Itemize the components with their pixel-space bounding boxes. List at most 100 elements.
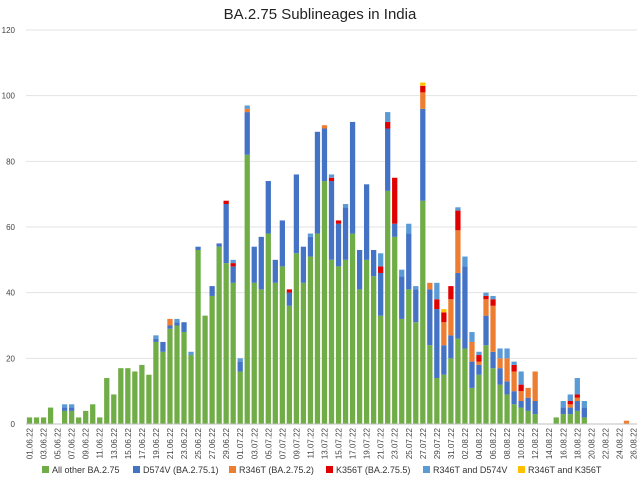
x-tick-label: 25.07.22 bbox=[405, 427, 414, 459]
bar-segment bbox=[455, 210, 461, 231]
bar-segment bbox=[160, 351, 166, 424]
bar-segment bbox=[567, 401, 573, 405]
bar-segment bbox=[314, 131, 321, 234]
bar-segment bbox=[342, 204, 349, 208]
bar-segment bbox=[167, 318, 173, 326]
bar-segment bbox=[518, 407, 524, 424]
bar-segment bbox=[265, 181, 271, 234]
bar-segment bbox=[448, 358, 454, 424]
bar-segment bbox=[532, 371, 538, 402]
bar-segment bbox=[26, 417, 33, 424]
bar-segment bbox=[497, 368, 503, 385]
x-axis: 01.06.22 03.06.22 05.06.22 07.06.22 09.06.22… bbox=[26, 427, 639, 459]
bar-segment bbox=[223, 204, 229, 264]
bar-segment bbox=[279, 266, 285, 424]
bar-segment bbox=[363, 184, 370, 260]
bar-segment bbox=[406, 233, 412, 290]
bar-segment bbox=[76, 417, 82, 424]
bar-segment bbox=[385, 128, 391, 191]
bar-segment bbox=[483, 345, 489, 424]
bar-segment bbox=[469, 332, 475, 342]
y-tick-label: 120 bbox=[2, 26, 16, 35]
bar-segment bbox=[230, 282, 236, 424]
bar-segment bbox=[286, 289, 292, 293]
bar-segment bbox=[61, 410, 68, 424]
bar-segment bbox=[497, 358, 503, 369]
bar-segment bbox=[307, 233, 314, 237]
bar-segment bbox=[455, 272, 461, 339]
bar-segment bbox=[251, 246, 257, 283]
bar-segment bbox=[483, 292, 489, 296]
chart-title: BA.2.75 Sublineages in India bbox=[224, 6, 417, 23]
bar-segment bbox=[258, 289, 264, 424]
bar-segment bbox=[483, 295, 489, 300]
bar-segment bbox=[504, 348, 510, 359]
bar-segment bbox=[574, 410, 580, 424]
bar-segment bbox=[293, 253, 300, 424]
x-tick-label: 25.06.22 bbox=[194, 427, 203, 459]
x-tick-label: 31.07.22 bbox=[447, 427, 456, 459]
bar-segment bbox=[392, 223, 398, 237]
bar-segment bbox=[293, 174, 300, 254]
x-tick-label: 05.07.22 bbox=[264, 427, 273, 459]
x-tick-label: 09.07.22 bbox=[292, 427, 301, 459]
x-tick-label: 09.06.22 bbox=[82, 427, 91, 459]
legend-swatch bbox=[229, 466, 236, 473]
bar-segment bbox=[47, 407, 54, 424]
bar-segment bbox=[307, 236, 314, 257]
bar-segment bbox=[476, 364, 482, 375]
x-tick-label: 03.07.22 bbox=[250, 427, 259, 459]
bar-segment bbox=[511, 361, 517, 365]
bar-segment bbox=[328, 259, 335, 424]
bar-segment bbox=[504, 394, 510, 424]
bar-segment bbox=[378, 266, 384, 273]
bar-segment bbox=[40, 417, 47, 424]
bar-segment bbox=[244, 108, 250, 113]
bar-segment bbox=[216, 246, 222, 424]
bar-segment bbox=[448, 335, 454, 359]
y-tick-label: 40 bbox=[6, 289, 15, 298]
legend-swatch bbox=[326, 466, 333, 473]
bar-segment bbox=[265, 233, 271, 424]
bar-segment bbox=[342, 259, 349, 424]
x-tick-label: 05.06.22 bbox=[54, 427, 63, 459]
bar-segment bbox=[420, 92, 426, 109]
x-tick-label: 22.08.22 bbox=[601, 427, 610, 459]
bar-segment bbox=[111, 394, 117, 424]
bar-segment bbox=[33, 417, 40, 424]
bar-segment bbox=[342, 207, 349, 260]
bar-segment bbox=[532, 414, 538, 424]
bar-segment bbox=[314, 233, 321, 424]
bar-segment bbox=[223, 263, 229, 424]
bar-segment bbox=[441, 309, 447, 313]
x-tick-label: 03.06.22 bbox=[40, 427, 49, 459]
bar-segment bbox=[476, 351, 482, 356]
bar-segment bbox=[230, 266, 236, 283]
x-tick-label: 24.08.22 bbox=[615, 427, 624, 459]
bar-segment bbox=[490, 299, 496, 306]
x-tick-label: 07.07.22 bbox=[278, 427, 287, 459]
bar-segment bbox=[349, 233, 356, 424]
bar-segment bbox=[244, 105, 250, 109]
y-tick-label: 80 bbox=[6, 157, 15, 166]
bar-segment bbox=[174, 318, 180, 323]
bar-segment bbox=[511, 364, 517, 372]
bar-segment bbox=[525, 410, 531, 424]
legend-label: K356T (BA.2.75.5) bbox=[336, 465, 410, 475]
bar-segment bbox=[153, 338, 159, 342]
bar-segment bbox=[188, 355, 194, 424]
bar-segment bbox=[321, 181, 328, 424]
bar-segment bbox=[504, 358, 510, 382]
legend-swatch bbox=[133, 466, 140, 473]
bar-segment bbox=[181, 332, 187, 424]
bar-segment bbox=[518, 384, 524, 392]
bar-segment bbox=[328, 177, 335, 182]
bar-segment bbox=[455, 338, 461, 424]
bar-segment bbox=[518, 401, 524, 408]
x-tick-label: 15.07.22 bbox=[335, 427, 344, 459]
bar-segment bbox=[434, 282, 440, 300]
bar-segment bbox=[230, 259, 236, 264]
bar-segment bbox=[195, 246, 201, 250]
x-tick-label: 04.08.22 bbox=[475, 427, 484, 459]
bar-segment bbox=[560, 401, 566, 408]
